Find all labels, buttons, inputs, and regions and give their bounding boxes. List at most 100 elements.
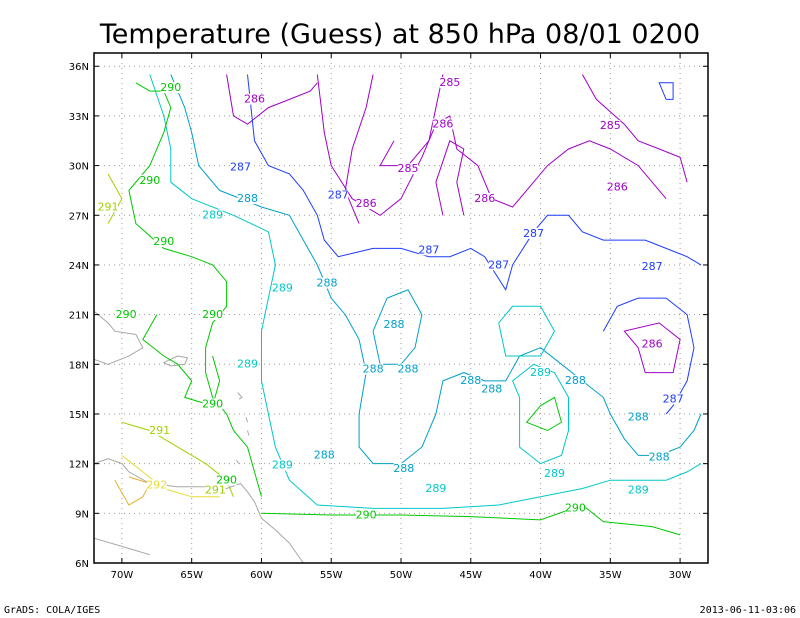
x-tick-label: 30W — [669, 570, 692, 581]
contour-label-bg — [116, 308, 137, 320]
contour-label-bg — [649, 451, 670, 463]
contour-line-289 — [511, 363, 569, 465]
contour-line-285 — [581, 74, 688, 183]
contour-label-289: 289 — [628, 483, 649, 496]
contour-label-bg — [663, 393, 684, 405]
chart-title: Temperature (Guess) at 850 hPa 08/01 020… — [99, 19, 700, 50]
contour-label-bg — [202, 209, 223, 221]
contour-label-bg — [397, 363, 418, 375]
contour-label-288: 288 — [397, 363, 418, 376]
contour-labels: 285 285 285 286 286 286 286 286 286 287 287 287 287 2… — [97, 76, 683, 521]
contour-line-288 — [372, 289, 423, 365]
y-tick-label: 6N — [75, 559, 89, 570]
y-tick-label: 9N — [75, 509, 89, 520]
contour-line-286 — [435, 140, 465, 216]
x-tick-label: 55W — [320, 570, 343, 581]
contour-label-bg — [356, 509, 377, 521]
coastline — [235, 459, 240, 464]
contour-label-bg — [565, 375, 586, 387]
contour-label-286: 286 — [474, 192, 495, 205]
contour-label-bg — [146, 479, 167, 491]
contour-line-285 — [344, 74, 374, 224]
contour-label-288: 288 — [460, 374, 481, 387]
contour-label-bg — [425, 482, 446, 494]
contour-label-bg — [488, 259, 509, 271]
grid-lines — [94, 53, 708, 563]
contour-label-bg — [642, 338, 663, 350]
contour-label-290: 290 — [216, 474, 237, 487]
contour-label-bg — [432, 118, 453, 130]
contour-label-bg — [153, 236, 174, 248]
contour-line-286 — [623, 322, 681, 374]
contour-label-bg — [439, 77, 460, 89]
y-tick-label: 30N — [69, 162, 89, 173]
contour-label-bg — [314, 449, 335, 461]
contour-label-289: 289 — [272, 281, 293, 294]
contour-label-bg — [237, 358, 258, 370]
contour-label-287: 287 — [418, 243, 439, 256]
contour-label-bg — [272, 459, 293, 471]
y-tick-label: 18N — [69, 360, 89, 371]
x-tick-label: 50W — [390, 570, 413, 581]
contour-label-bg — [384, 318, 405, 330]
contour-label-285: 285 — [439, 76, 460, 89]
contour-label-bg — [202, 398, 223, 410]
contour-label-bg — [460, 375, 481, 387]
contour-label-292: 292 — [146, 478, 167, 491]
contour-label-288: 288 — [393, 462, 414, 475]
contour-label-bg — [481, 383, 502, 395]
contour-label-bg — [530, 366, 551, 378]
contour-label-289: 289 — [530, 366, 551, 379]
coastline — [93, 537, 150, 556]
contour-line-290 — [128, 82, 262, 497]
contour-label-286: 286 — [432, 118, 453, 131]
contour-label-bg — [317, 277, 338, 289]
contour-line-285 — [379, 74, 444, 167]
contour-label-285: 285 — [600, 119, 621, 132]
contour-label-289: 289 — [202, 209, 223, 222]
contour-label-bg — [642, 260, 663, 272]
contour-line-288 — [170, 74, 702, 465]
y-tick-label: 12N — [69, 460, 89, 471]
contour-label-bg — [149, 424, 170, 436]
contour-label-286: 286 — [642, 338, 663, 351]
contour-label-287: 287 — [328, 189, 349, 202]
contour-label-288: 288 — [314, 449, 335, 462]
contour-label-bg — [565, 502, 586, 514]
contour-line-290 — [261, 504, 681, 536]
contour-line-291 — [107, 173, 123, 224]
contour-label-bg — [139, 174, 160, 186]
contour-label-289: 289 — [237, 358, 258, 371]
contour-label-bg — [205, 484, 226, 496]
y-tick-label: 33N — [69, 112, 89, 123]
contour-label-bg — [418, 244, 439, 256]
x-tick-label: 35W — [599, 570, 622, 581]
contour-label-bg — [474, 193, 495, 205]
contour-label-290: 290 — [356, 508, 377, 521]
x-tick-label: 70W — [111, 570, 134, 581]
contour-label-290: 290 — [153, 235, 174, 248]
contour-label-bg — [160, 82, 181, 94]
contour-label-bg — [607, 181, 628, 193]
contour-label-bg — [628, 411, 649, 423]
y-tick-label: 24N — [69, 261, 89, 272]
y-tick-label: 21N — [69, 311, 89, 322]
contour-label-bg — [363, 363, 384, 375]
contour-label-bg — [628, 484, 649, 496]
contour-line-289 — [498, 305, 556, 357]
contour-label-289: 289 — [272, 459, 293, 472]
x-tick-label: 60W — [250, 570, 273, 581]
contour-label-291: 291 — [205, 483, 226, 496]
contour-label-bg — [230, 161, 251, 173]
y-tick-label: 15N — [69, 410, 89, 421]
coastline — [237, 392, 243, 400]
contour-label-290: 290 — [116, 308, 137, 321]
contour-label-285: 285 — [397, 162, 418, 175]
contour-label-bg — [397, 163, 418, 175]
contour-label-286: 286 — [244, 93, 265, 106]
contour-label-bg — [272, 282, 293, 294]
contour-label-288: 288 — [237, 192, 258, 205]
contour-line-287 — [658, 82, 674, 100]
contour-label-bg — [393, 462, 414, 474]
